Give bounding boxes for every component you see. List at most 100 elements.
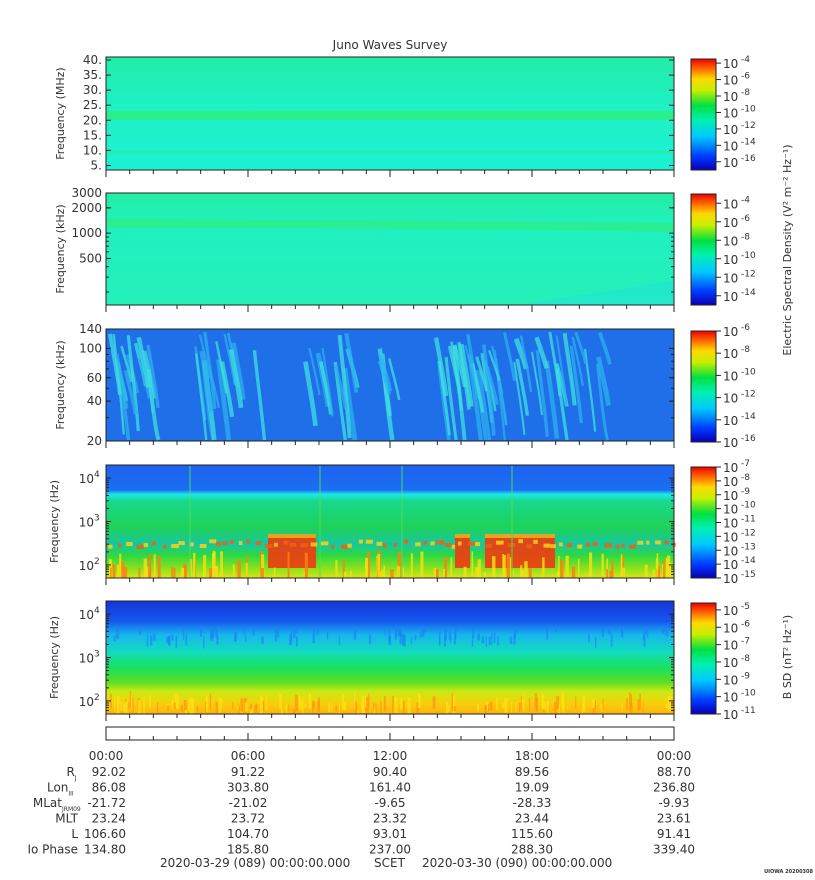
- emission-streak: [513, 337, 529, 370]
- spike: [212, 551, 216, 578]
- colorbar-tick-exponent: -4: [741, 55, 750, 65]
- spike: [214, 565, 218, 578]
- spike: [190, 696, 193, 714]
- texture: [234, 631, 237, 642]
- spike: [209, 568, 213, 578]
- spike: [192, 698, 195, 714]
- spike: [284, 705, 287, 710]
- y-tick-label: 60: [87, 371, 102, 385]
- spike: [331, 704, 333, 712]
- ephemeris-value: -28.33: [513, 796, 552, 810]
- emission-streak: [342, 367, 358, 441]
- spike: [174, 694, 178, 709]
- y-tick-label: 20: [87, 434, 102, 448]
- spike: [575, 695, 577, 709]
- emission-streak: [120, 345, 133, 383]
- spike: [577, 558, 580, 578]
- spike: [298, 696, 301, 711]
- spike: [520, 569, 525, 578]
- texture: [326, 632, 329, 640]
- y-tick-label: 5.: [91, 158, 102, 172]
- ticks-hfr-high: 40.35.30.25.20.15.10.5. Frequency (MHz): [54, 53, 675, 177]
- band-segment: [171, 543, 180, 548]
- spike: [232, 702, 234, 710]
- ephemeris-value: 288.30: [511, 843, 553, 857]
- colorbar-tick-label: 10: [723, 517, 738, 531]
- spike: [254, 704, 258, 713]
- spike: [361, 695, 364, 714]
- band-segment: [558, 542, 563, 547]
- spike: [380, 701, 382, 714]
- colorbar-tick-label: 10: [723, 489, 738, 503]
- band-segment: [229, 539, 234, 544]
- colorbar-tick-label: 10: [723, 503, 738, 517]
- emission-streak: [228, 349, 244, 409]
- emission-streak: [123, 369, 138, 415]
- spike: [432, 696, 436, 709]
- emission-streak: [535, 349, 549, 438]
- spike: [143, 696, 145, 714]
- colorbar-tick-exponent: -16: [741, 154, 756, 164]
- emission-streak: [574, 331, 588, 364]
- ephemeris-value: 106.60: [84, 827, 126, 841]
- time-label: 00:00: [657, 749, 692, 763]
- texture: [150, 635, 153, 646]
- spike: [350, 570, 352, 578]
- emission-streak: [319, 361, 333, 415]
- ephemeris-label: L: [71, 827, 78, 841]
- spike: [215, 701, 218, 714]
- texture: [481, 636, 485, 644]
- colorbar-tick-exponent: -10: [741, 501, 756, 511]
- emission-streak: [596, 356, 611, 406]
- emission-streak: [555, 335, 568, 405]
- ephemeris-value: 23.32: [373, 812, 407, 826]
- spike: [304, 703, 307, 709]
- colorbar-tick-label: 10: [723, 106, 738, 120]
- emission-streak: [195, 353, 208, 441]
- colorbar-tick-exponent: -14: [741, 137, 756, 147]
- emission-streak: [485, 366, 499, 405]
- spike: [381, 569, 384, 578]
- spike: [588, 571, 591, 578]
- spike: [383, 565, 386, 578]
- spike: [502, 702, 506, 709]
- y-tick-label: 40: [87, 394, 102, 408]
- band-segment: [474, 542, 481, 547]
- spike: [626, 698, 628, 710]
- spike: [273, 567, 276, 578]
- band-segment: [365, 539, 373, 544]
- colorbar-tick-exponent: -6: [741, 619, 750, 629]
- texture: [493, 632, 496, 644]
- spike: [354, 690, 356, 709]
- intense-patch-edge: [485, 534, 555, 538]
- uiowa-stamp: UIOWA 20200308: [764, 869, 813, 875]
- spike: [354, 701, 358, 713]
- spike: [606, 569, 609, 578]
- spike: [486, 701, 489, 711]
- spike: [203, 555, 207, 578]
- band-segment: [215, 541, 222, 546]
- y-tick-label: 10: [79, 472, 94, 486]
- colorbar-tick-label: 10: [723, 57, 738, 71]
- colorbar-tick-label: 10: [723, 290, 738, 304]
- colorbar-tick-exponent: -6: [741, 214, 750, 224]
- emission-streak: [571, 336, 584, 386]
- band-segment: [376, 541, 383, 546]
- spike: [318, 700, 321, 709]
- spike: [606, 558, 609, 578]
- ephemeris-value: -21.02: [229, 796, 268, 810]
- y-tick-exponent: 3: [94, 514, 100, 524]
- emission-streak: [555, 368, 569, 441]
- emission-streak: [534, 336, 549, 369]
- intense-patch: [455, 538, 470, 568]
- footer-start-time: 2020-03-29 (089) 00:00:00.000: [160, 856, 350, 870]
- spike: [173, 702, 176, 710]
- ephemeris-value: -9.65: [374, 796, 405, 810]
- y-tick-label: 500: [79, 251, 102, 265]
- texture: [398, 626, 402, 637]
- emission-streak: [458, 343, 474, 407]
